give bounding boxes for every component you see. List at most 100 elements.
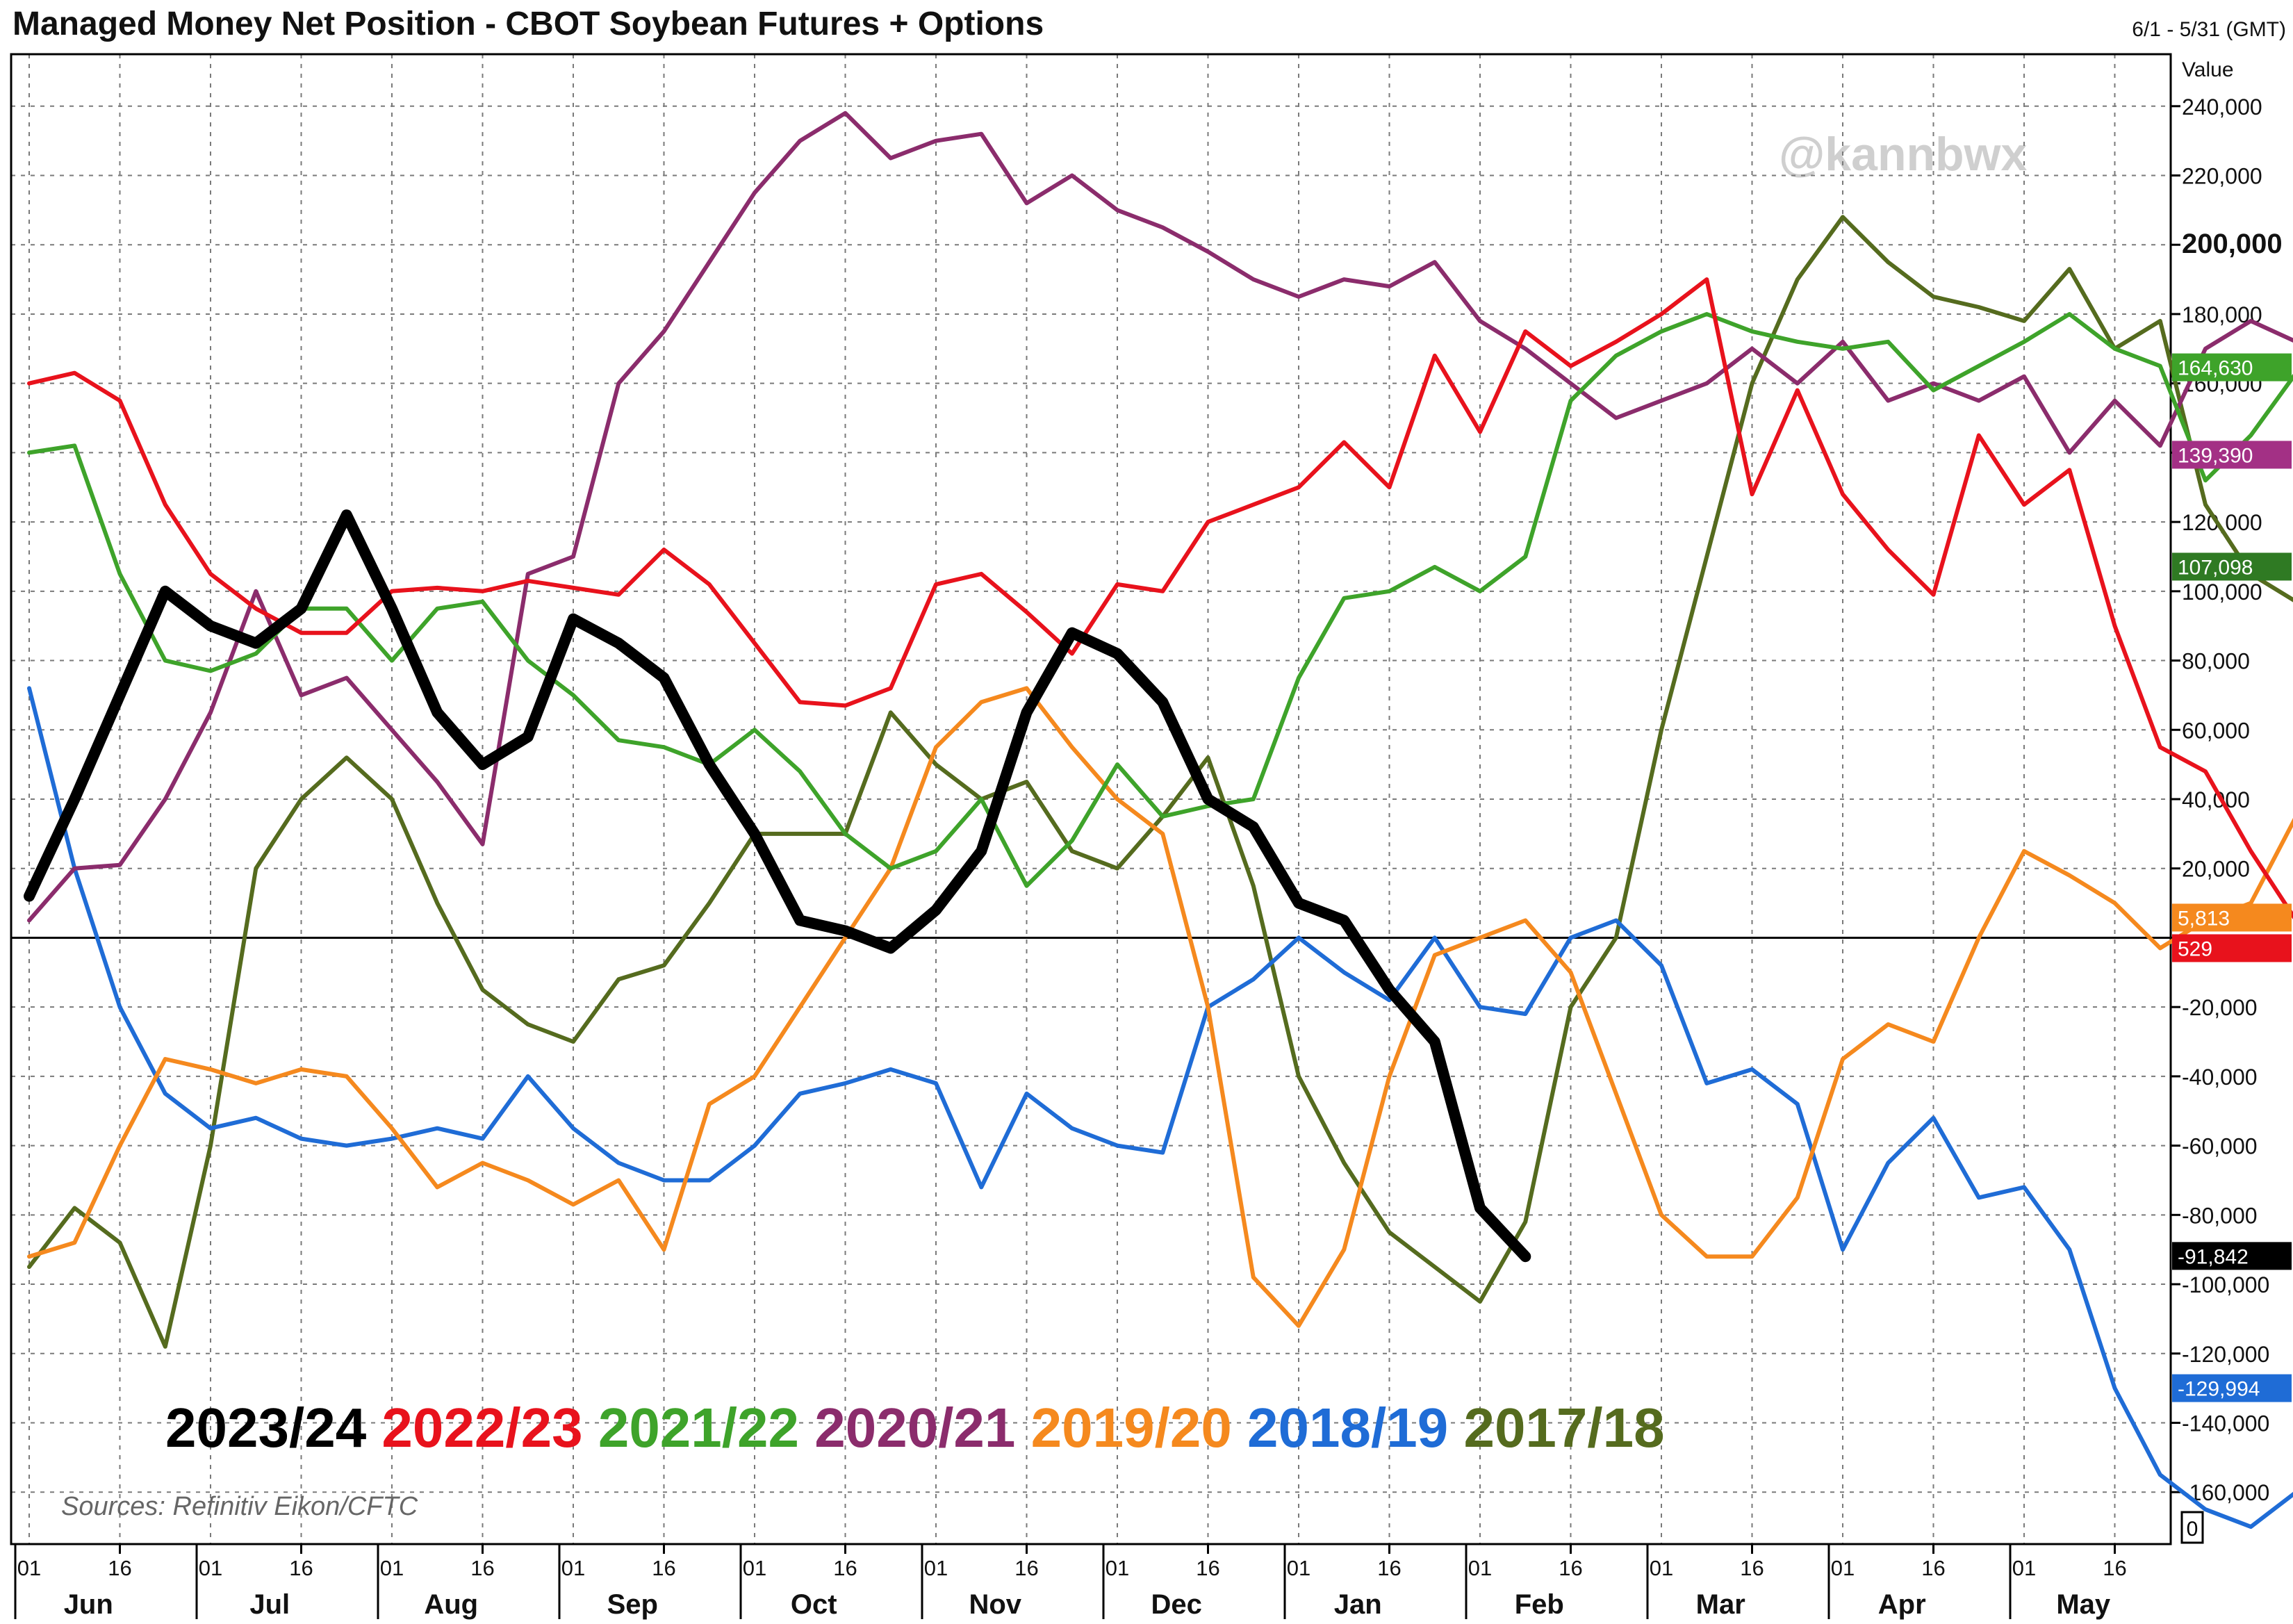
value-badge-label: -91,842	[2178, 1245, 2249, 1268]
x-day-label: 01	[380, 1556, 404, 1580]
y-tick-label: -100,000	[2182, 1272, 2269, 1297]
legend-entry-2018-19: 2018/19	[1232, 1397, 1448, 1459]
x-day-label: 01	[1468, 1556, 1492, 1580]
value-badges: 164,630 139,390 107,098 5,813 529 -91,842 -129…	[2172, 353, 2292, 1402]
x-day-label: 16	[2103, 1556, 2126, 1580]
x-day-label: 01	[1650, 1556, 1673, 1580]
x-day-label: 16	[289, 1556, 313, 1580]
series-line-2022-23	[27, 277, 2293, 920]
value-badge: 107,098	[2172, 552, 2292, 581]
y-tick-label: 220,000	[2182, 164, 2262, 189]
x-day-label: 16	[1377, 1556, 1401, 1580]
x-month-label: Sep	[607, 1589, 658, 1620]
x-day-label: 16	[1014, 1556, 1038, 1580]
value-badge-bg	[2172, 353, 2292, 382]
bottom-badge: 0	[2180, 1511, 2204, 1544]
x-month-label: Oct	[791, 1589, 837, 1620]
x-day-label: 16	[1921, 1556, 1945, 1580]
value-badge-label: 107,098	[2178, 556, 2253, 579]
x-day-label: 16	[1196, 1556, 1219, 1580]
value-badge-bg	[2172, 903, 2292, 932]
value-badge-label: 139,390	[2178, 444, 2253, 467]
x-axis: 01 16 Jun 01 16 Jul 01 16 Aug 01 16 Sep 01 16 Oct 01 16 N…	[14, 1544, 2127, 1620]
y-tick-label: 20,000	[2182, 857, 2250, 882]
x-day-label: 16	[833, 1556, 857, 1580]
x-month-label: Dec	[1151, 1589, 1202, 1620]
value-badge-bg	[2172, 934, 2292, 962]
x-day-label: 01	[2012, 1556, 2036, 1580]
value-badge-bg	[2172, 1242, 2292, 1270]
series-line-2018-19	[27, 686, 2293, 1529]
x-day-label: 01	[743, 1556, 766, 1580]
legend-entry-2022-23: 2022/23	[366, 1397, 582, 1459]
value-badge-label: 164,630	[2178, 357, 2253, 380]
value-badge: -91,842	[2172, 1242, 2292, 1270]
bottom-badge-label: 0	[2187, 1518, 2199, 1541]
series-line-2021-22	[27, 312, 2293, 888]
x-month-label: Jul	[249, 1589, 290, 1620]
y-tick-label: -120,000	[2182, 1342, 2269, 1367]
series-line-2020-21	[27, 110, 2293, 923]
x-day-label: 01	[199, 1556, 222, 1580]
x-month-label: Jun	[64, 1589, 113, 1620]
value-badge-bg	[2172, 552, 2292, 581]
value-badge-label: -129,994	[2178, 1378, 2260, 1401]
value-badge: 5,813	[2172, 903, 2292, 932]
x-month-label: Feb	[1515, 1589, 1564, 1620]
value-badge-bg	[2172, 1374, 2292, 1402]
series-line-2019-20	[27, 686, 2293, 1328]
y-tick-label: -20,000	[2182, 995, 2258, 1020]
value-badge: -129,994	[2172, 1374, 2292, 1402]
value-axis-label: Value	[2182, 58, 2234, 81]
legend-entry-2021-22: 2021/22	[583, 1397, 799, 1459]
x-day-label: 16	[470, 1556, 494, 1580]
y-tick-label: 200,000	[2182, 229, 2283, 259]
y-tick-label: 60,000	[2182, 718, 2250, 743]
chart-title: Managed Money Net Position - CBOT Soybea…	[13, 6, 1044, 42]
x-month-label: Aug	[424, 1589, 478, 1620]
y-tick-label: 100,000	[2182, 580, 2262, 605]
x-day-label: 16	[1740, 1556, 1764, 1580]
legend-entry-2017-18: 2017/18	[1448, 1397, 1664, 1459]
y-tick-label: -60,000	[2182, 1134, 2258, 1159]
value-badge: 164,630	[2172, 353, 2292, 382]
x-day-label: 01	[1287, 1556, 1310, 1580]
x-month-label: Apr	[1878, 1589, 1926, 1620]
value-badge-bg	[2172, 441, 2292, 469]
value-badge-label: 529	[2178, 937, 2212, 960]
x-day-label: 01	[1831, 1556, 1855, 1580]
series-line-2023-24	[24, 509, 1531, 1263]
x-day-label: 16	[108, 1556, 131, 1580]
x-day-label: 16	[652, 1556, 675, 1580]
value-badge-label: 5,813	[2178, 907, 2230, 930]
x-month-label: Mar	[1696, 1589, 1745, 1620]
legend-row: 2023/24 2022/23 2021/22 2020/21 2019/20 …	[165, 1397, 1665, 1459]
x-day-label: 01	[561, 1556, 585, 1580]
series-layer	[24, 110, 2293, 1529]
date-range: 6/1 - 5/31 (GMT)	[2132, 18, 2286, 41]
value-badge: 139,390	[2172, 441, 2292, 469]
y-tick-label: 80,000	[2182, 649, 2250, 674]
y-axis: 240,000220,000200,000180,000160,000140,0…	[2171, 95, 2283, 1505]
y-tick-label: -80,000	[2182, 1203, 2258, 1228]
series-line-2017-18	[27, 215, 2293, 1349]
x-month-label: May	[2056, 1589, 2111, 1620]
y-tick-label: -40,000	[2182, 1065, 2258, 1090]
x-day-label: 01	[17, 1556, 41, 1580]
legend-entry-2020-21: 2020/21	[799, 1397, 1015, 1459]
x-day-label: 16	[1559, 1556, 1582, 1580]
y-tick-label: 240,000	[2182, 95, 2262, 120]
source-note: Sources: Refinitiv Eikon/CFTC	[61, 1492, 418, 1521]
legend: 2023/24 2022/23 2021/22 2020/21 2019/20 …	[165, 1397, 1665, 1459]
legend-entry-2023-24: 2023/24	[165, 1397, 367, 1459]
x-day-label: 01	[1106, 1556, 1129, 1580]
x-month-label: Jan	[1334, 1589, 1382, 1620]
legend-entry-2019-20: 2019/20	[1015, 1397, 1231, 1459]
value-badge: 529	[2172, 934, 2292, 962]
grid	[11, 54, 2171, 1544]
watermark: @kannbwx	[1779, 128, 2027, 181]
x-month-label: Nov	[969, 1589, 1021, 1620]
x-day-label: 01	[924, 1556, 948, 1580]
y-tick-label: -140,000	[2182, 1411, 2269, 1436]
